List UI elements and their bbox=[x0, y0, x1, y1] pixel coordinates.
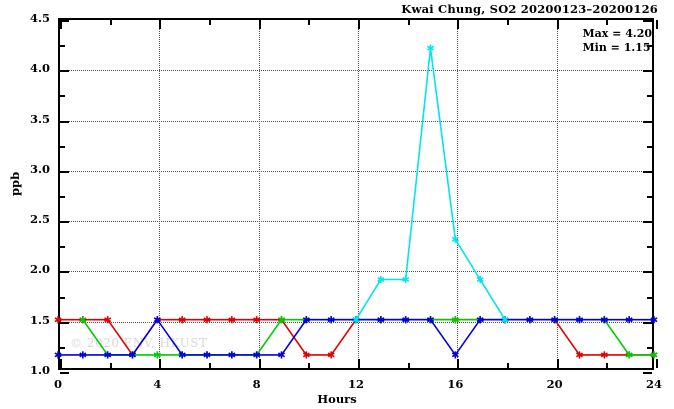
y-tick-label: 3.5 bbox=[29, 111, 50, 126]
max-annotation: Max = 4.20 bbox=[582, 27, 652, 40]
x-tick-label: 12 bbox=[347, 377, 365, 391]
x-tick-major bbox=[358, 359, 360, 368]
y-tick-major-right bbox=[643, 271, 652, 274]
gridline-vertical bbox=[457, 20, 459, 368]
y-tick-minor bbox=[60, 45, 65, 48]
y-tick-minor bbox=[60, 145, 65, 148]
x-tick-major bbox=[159, 359, 162, 368]
x-tick-label: 8 bbox=[252, 377, 261, 391]
gridline-vertical bbox=[258, 20, 260, 368]
y-tick-major bbox=[60, 271, 69, 274]
y-tick-minor bbox=[60, 196, 65, 198]
x-tick-minor bbox=[407, 363, 410, 368]
x-tick-label: 4 bbox=[153, 377, 162, 391]
x-tick-minor bbox=[606, 363, 609, 368]
x-tick-major-top bbox=[457, 20, 460, 29]
x-tick-minor bbox=[109, 363, 112, 368]
annotation-box: Max = 4.20 Min = 1.15 bbox=[582, 27, 652, 55]
x-tick-minor-top bbox=[209, 20, 211, 25]
min-annotation: Min = 1.15 bbox=[582, 41, 651, 54]
plot-area bbox=[58, 18, 658, 374]
x-tick-minor-top bbox=[308, 20, 311, 25]
x-tick-minor-top bbox=[109, 20, 112, 25]
y-tick-label: 1.0 bbox=[29, 363, 50, 377]
y-tick-major-right bbox=[643, 372, 652, 374]
x-tick-major-top bbox=[258, 20, 261, 29]
x-tick-major-top bbox=[60, 20, 62, 29]
y-tick-minor-right bbox=[647, 246, 652, 249]
y-tick-major bbox=[60, 221, 69, 224]
x-axis-title: Hours bbox=[317, 392, 357, 406]
y-tick-minor bbox=[60, 346, 65, 349]
y-tick-label: 4.5 bbox=[29, 11, 50, 25]
y-tick-major-right bbox=[643, 70, 652, 73]
y-tick-label: 3.0 bbox=[29, 161, 50, 176]
x-tick-label: 20 bbox=[546, 377, 563, 391]
gridline-horizontal bbox=[60, 70, 652, 72]
y-tick-minor bbox=[60, 95, 65, 98]
gridline-horizontal bbox=[60, 271, 652, 273]
x-tick-minor-top bbox=[606, 20, 609, 25]
x-tick-major-top bbox=[358, 20, 360, 29]
y-tick-major-right bbox=[643, 20, 652, 22]
y-tick-major-right bbox=[643, 170, 652, 173]
y-tick-minor-right bbox=[647, 196, 652, 198]
x-tick-major-top bbox=[159, 20, 162, 29]
x-tick-major bbox=[258, 359, 261, 368]
x-tick-major bbox=[556, 359, 559, 368]
y-tick-major-right bbox=[643, 321, 652, 324]
y-tick-minor bbox=[60, 246, 65, 249]
y-tick-major bbox=[60, 120, 69, 123]
x-tick-minor bbox=[507, 363, 509, 368]
gridline-horizontal bbox=[60, 321, 652, 323]
y-tick-major bbox=[60, 170, 69, 173]
x-tick-label: 24 bbox=[645, 377, 663, 391]
gridline-horizontal bbox=[60, 120, 652, 122]
y-tick-label: 4.0 bbox=[29, 61, 50, 76]
x-tick-major bbox=[60, 359, 62, 368]
x-tick-major-top bbox=[656, 20, 658, 29]
x-tick-major bbox=[457, 359, 460, 368]
x-tick-major-top bbox=[556, 20, 559, 29]
y-tick-minor bbox=[60, 296, 65, 299]
x-tick-label: 0 bbox=[53, 377, 63, 391]
x-tick-minor bbox=[209, 363, 211, 368]
y-tick-major bbox=[60, 372, 69, 374]
y-tick-minor-right bbox=[647, 95, 652, 98]
x-tick-label: 16 bbox=[447, 377, 464, 391]
x-tick-major bbox=[656, 359, 658, 368]
y-tick-major-right bbox=[643, 120, 652, 123]
y-tick-label: 1.5 bbox=[29, 312, 50, 327]
y-tick-label: 2.5 bbox=[29, 212, 50, 227]
gridline-vertical bbox=[556, 20, 558, 368]
y-tick-major-right bbox=[643, 221, 652, 224]
gridline-horizontal bbox=[60, 221, 652, 223]
y-tick-major bbox=[60, 20, 69, 22]
gridline-vertical bbox=[358, 20, 359, 368]
y-tick-major bbox=[60, 70, 69, 73]
y-tick-label: 2.0 bbox=[29, 262, 50, 277]
x-tick-minor-top bbox=[507, 20, 509, 25]
y-tick-major bbox=[60, 321, 69, 324]
chart-title: Kwai Chung, SO2 20200123–20200126 bbox=[401, 2, 658, 16]
gridline-horizontal bbox=[60, 170, 652, 172]
x-tick-minor bbox=[308, 363, 311, 368]
gridline-vertical bbox=[159, 20, 161, 368]
x-tick-minor-top bbox=[407, 20, 410, 25]
y-tick-minor-right bbox=[647, 296, 652, 299]
y-tick-minor-right bbox=[647, 45, 652, 48]
y-tick-minor-right bbox=[647, 346, 652, 349]
y-tick-minor-right bbox=[647, 145, 652, 148]
